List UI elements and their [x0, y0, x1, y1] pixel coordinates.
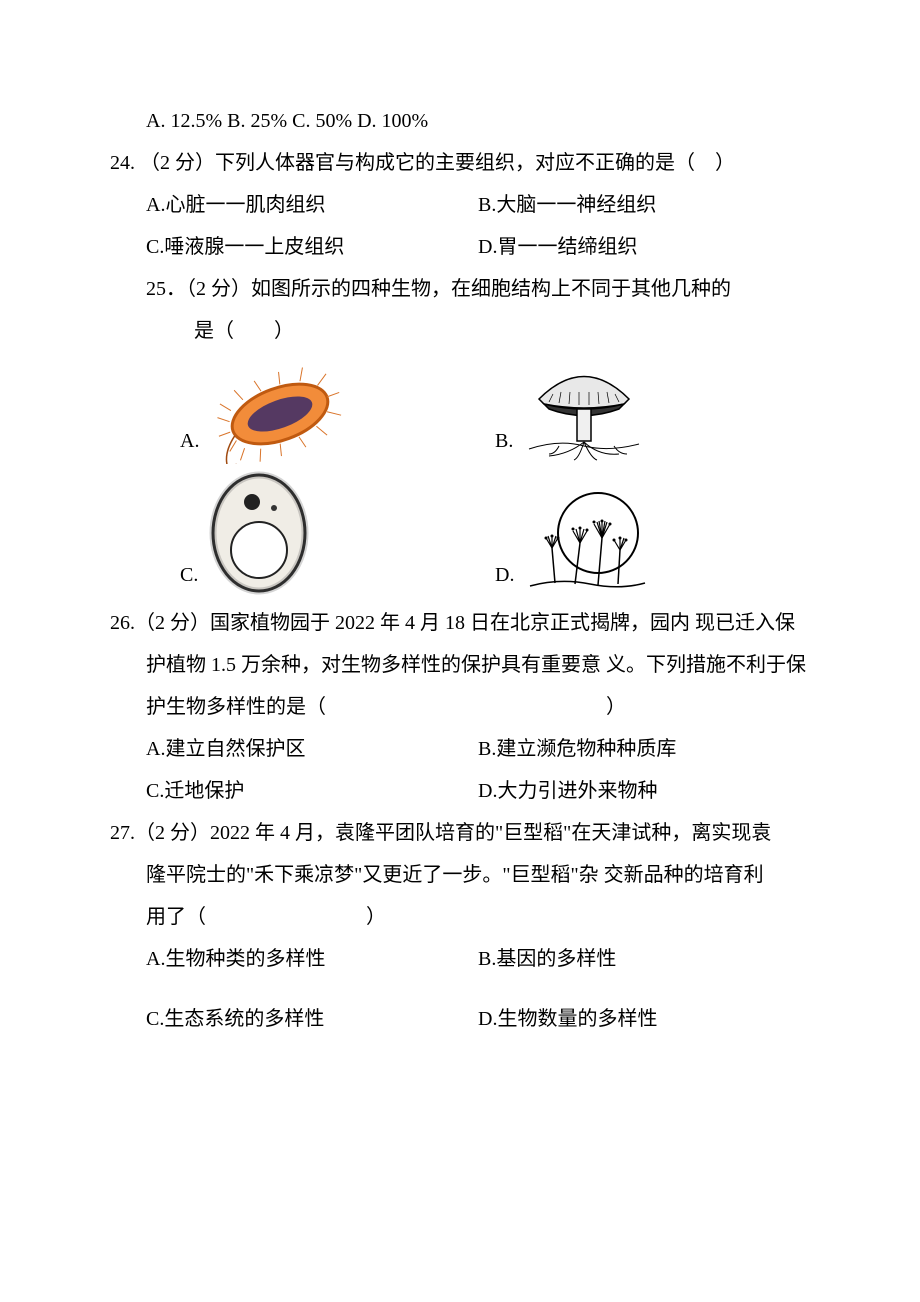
q27-line3: 用了（ ）: [110, 896, 810, 938]
q27-options-row1: A.生物种类的多样性 B.基因的多样性: [110, 938, 810, 980]
q27-opt-a: A.生物种类的多样性: [146, 948, 325, 970]
q26-options-row2: C.迁地保护 D.大力引进外来物种: [110, 770, 810, 812]
q24-opt-a: A.心脏一一肌肉组织: [146, 194, 325, 216]
q25-opt-b-label: B.: [495, 420, 519, 464]
q25-image-row-2: C. D.: [110, 468, 810, 598]
q24-options-row1: A.心脏一一肌肉组织 B.大脑一一神经组织: [110, 184, 810, 226]
q23-options: A. 12.5% B. 25% C. 50% D. 100%: [110, 100, 810, 142]
q25-stem-line2: 是（ ）: [110, 310, 810, 352]
q26-opt-b: B.建立濒危物种种质库: [478, 738, 676, 760]
q24-number: 24.: [110, 152, 135, 174]
q24-stem-text: （2 分）下列人体器官与构成它的主要组织，对应不正确的是（ ）: [140, 152, 735, 174]
q25-opt-c-label: C.: [180, 554, 204, 598]
bacterium-icon: [205, 364, 355, 464]
q27-stem1: （2 分）2022 年 4 月，袁隆平团队培育的"巨型稻"在天津试种，离实现袁: [135, 822, 771, 844]
q24-options-row2: C.唾液腺一一上皮组织 D.胃一一结缔组织: [110, 226, 810, 268]
mold-icon: [520, 488, 650, 598]
q26-number: 26.: [110, 612, 135, 634]
q27-options-row2: C.生态系统的多样性 D.生物数量的多样性: [110, 998, 810, 1040]
q27-stem3: 用了（: [146, 906, 206, 928]
q26-stem1: （2 分）国家植物园于 2022 年 4 月 18 日在北京正式揭牌，园内 现已…: [135, 612, 795, 634]
q25-stem-a: （2 分）如图所示的四种生物，在细胞结构上不同于其他几种的: [186, 278, 731, 300]
q25-image-d-block: D.: [495, 488, 810, 598]
q24-opt-d: D.胃一一结缔组织: [478, 236, 637, 258]
q26-opt-c: C.迁地保护: [146, 780, 244, 802]
q25-opt-a-label: A.: [180, 420, 205, 464]
q26-stem3: 护生物多样性的是（: [146, 696, 326, 718]
q27-number: 27.: [110, 822, 135, 844]
q26-line1: 26.（2 分）国家植物园于 2022 年 4 月 18 日在北京正式揭牌，园内…: [110, 602, 810, 644]
q26-line2: 护植物 1.5 万余种，对生物多样性的保护具有重要意 义。下列措施不利于保: [110, 644, 810, 686]
q27-stem3-paren: ）: [366, 906, 386, 928]
q26-line3: 护生物多样性的是（ ）: [110, 686, 810, 728]
q27-opt-b: B.基因的多样性: [478, 948, 616, 970]
q26-stem3-paren: ）: [606, 696, 626, 718]
q26-opt-d: D.大力引进外来物种: [478, 780, 657, 802]
q24-opt-c: C.唾液腺一一上皮组织: [146, 236, 344, 258]
q27-line1: 27.（2 分）2022 年 4 月，袁隆平团队培育的"巨型稻"在天津试种，离实…: [110, 812, 810, 854]
q26-opt-a: A.建立自然保护区: [146, 738, 305, 760]
q25-image-b-block: B.: [495, 354, 810, 464]
document-page: A. 12.5% B. 25% C. 50% D. 100% 24. （2 分）…: [0, 0, 920, 1140]
mushroom-icon: [519, 354, 649, 464]
q27-opt-c: C.生态系统的多样性: [146, 1008, 324, 1030]
q25-image-c-block: C.: [180, 468, 495, 598]
q24-stem: 24. （2 分）下列人体器官与构成它的主要组织，对应不正确的是（ ）: [110, 142, 810, 184]
q27-line2: 隆平院士的"禾下乘凉梦"又更近了一步。"巨型稻"杂 交新品种的培育利: [110, 854, 810, 896]
q25-opt-d-label: D.: [495, 554, 520, 598]
q25-stem-line1: 25．（2 分）如图所示的四种生物，在细胞结构上不同于其他几种的: [110, 268, 810, 310]
yeast-cell-icon: [204, 468, 314, 598]
q25-image-row-1: A.: [110, 354, 810, 464]
q25-image-a-block: A.: [180, 364, 495, 464]
q26-options-row1: A.建立自然保护区 B.建立濒危物种种质库: [110, 728, 810, 770]
q24-opt-b: B.大脑一一神经组织: [478, 194, 656, 216]
q27-opt-d: D.生物数量的多样性: [478, 1008, 657, 1030]
q25-number: 25．: [146, 278, 186, 300]
